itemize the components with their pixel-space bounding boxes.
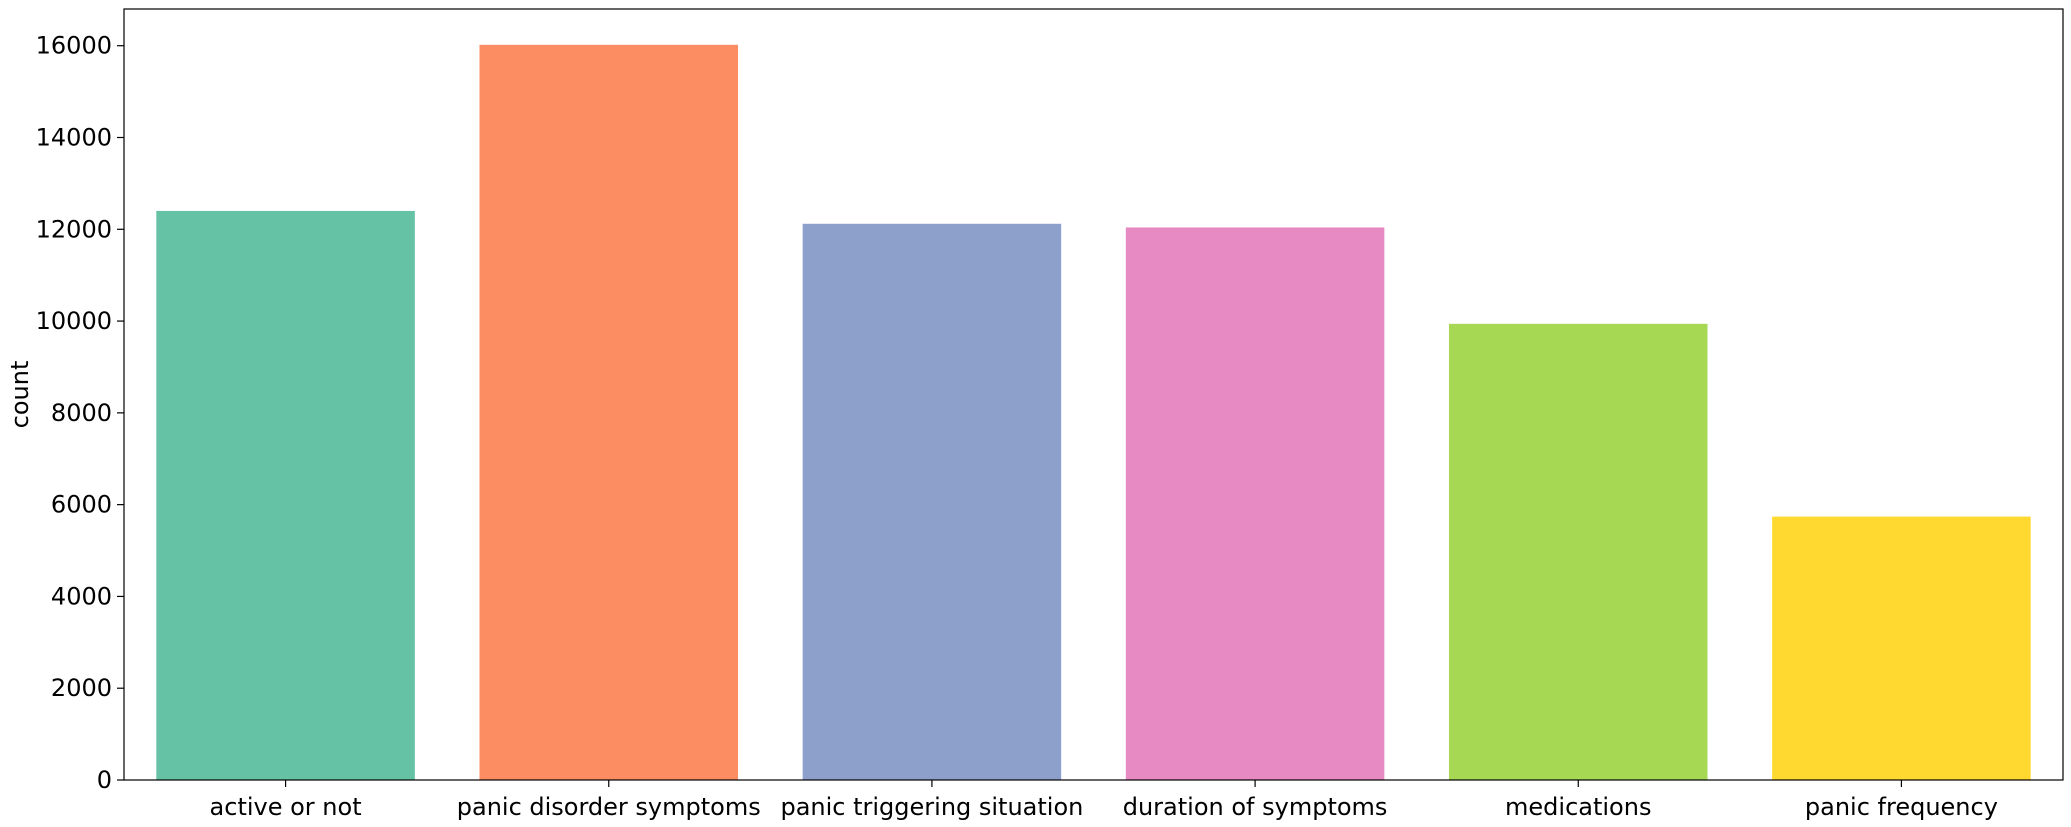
y-tick-label: 2000 <box>51 674 112 702</box>
y-tick-label: 16000 <box>36 32 112 60</box>
x-tick-label: active or not <box>210 793 362 821</box>
bars-layer <box>156 44 2031 780</box>
bar-active-or-not <box>156 210 415 780</box>
plot-frame <box>123 8 2064 781</box>
y-tick-label: 6000 <box>51 491 112 519</box>
y-tick-label: 0 <box>97 766 112 794</box>
x-tick-label: medications <box>1505 793 1651 821</box>
bar-medications <box>1448 323 1708 780</box>
bar-panic-disorder-symptoms <box>479 44 739 780</box>
bar-panic-triggering-situation <box>802 223 1062 780</box>
y-axis-label: count <box>6 361 34 429</box>
y-tick-label: 4000 <box>51 582 112 610</box>
y-tick-label: 10000 <box>36 307 112 335</box>
x-tick-label: panic triggering situation <box>780 793 1083 821</box>
y-tick-label: 12000 <box>36 215 112 243</box>
y-axis: 0 2000 4000 6000 8000 10000 12000 14000 16000 <box>36 32 124 794</box>
bar-panic-frequency <box>1772 516 2031 780</box>
bar-duration-of-symptoms <box>1125 227 1385 780</box>
x-tick-label: duration of symptoms <box>1123 793 1388 821</box>
x-tick-label: panic disorder symptoms <box>457 793 761 821</box>
y-tick-label: 8000 <box>51 399 112 427</box>
x-tick-label: panic frequency <box>1805 793 1998 821</box>
x-axis: active or not panic disorder symptoms pani… <box>210 780 1998 821</box>
y-tick-label: 14000 <box>36 124 112 152</box>
